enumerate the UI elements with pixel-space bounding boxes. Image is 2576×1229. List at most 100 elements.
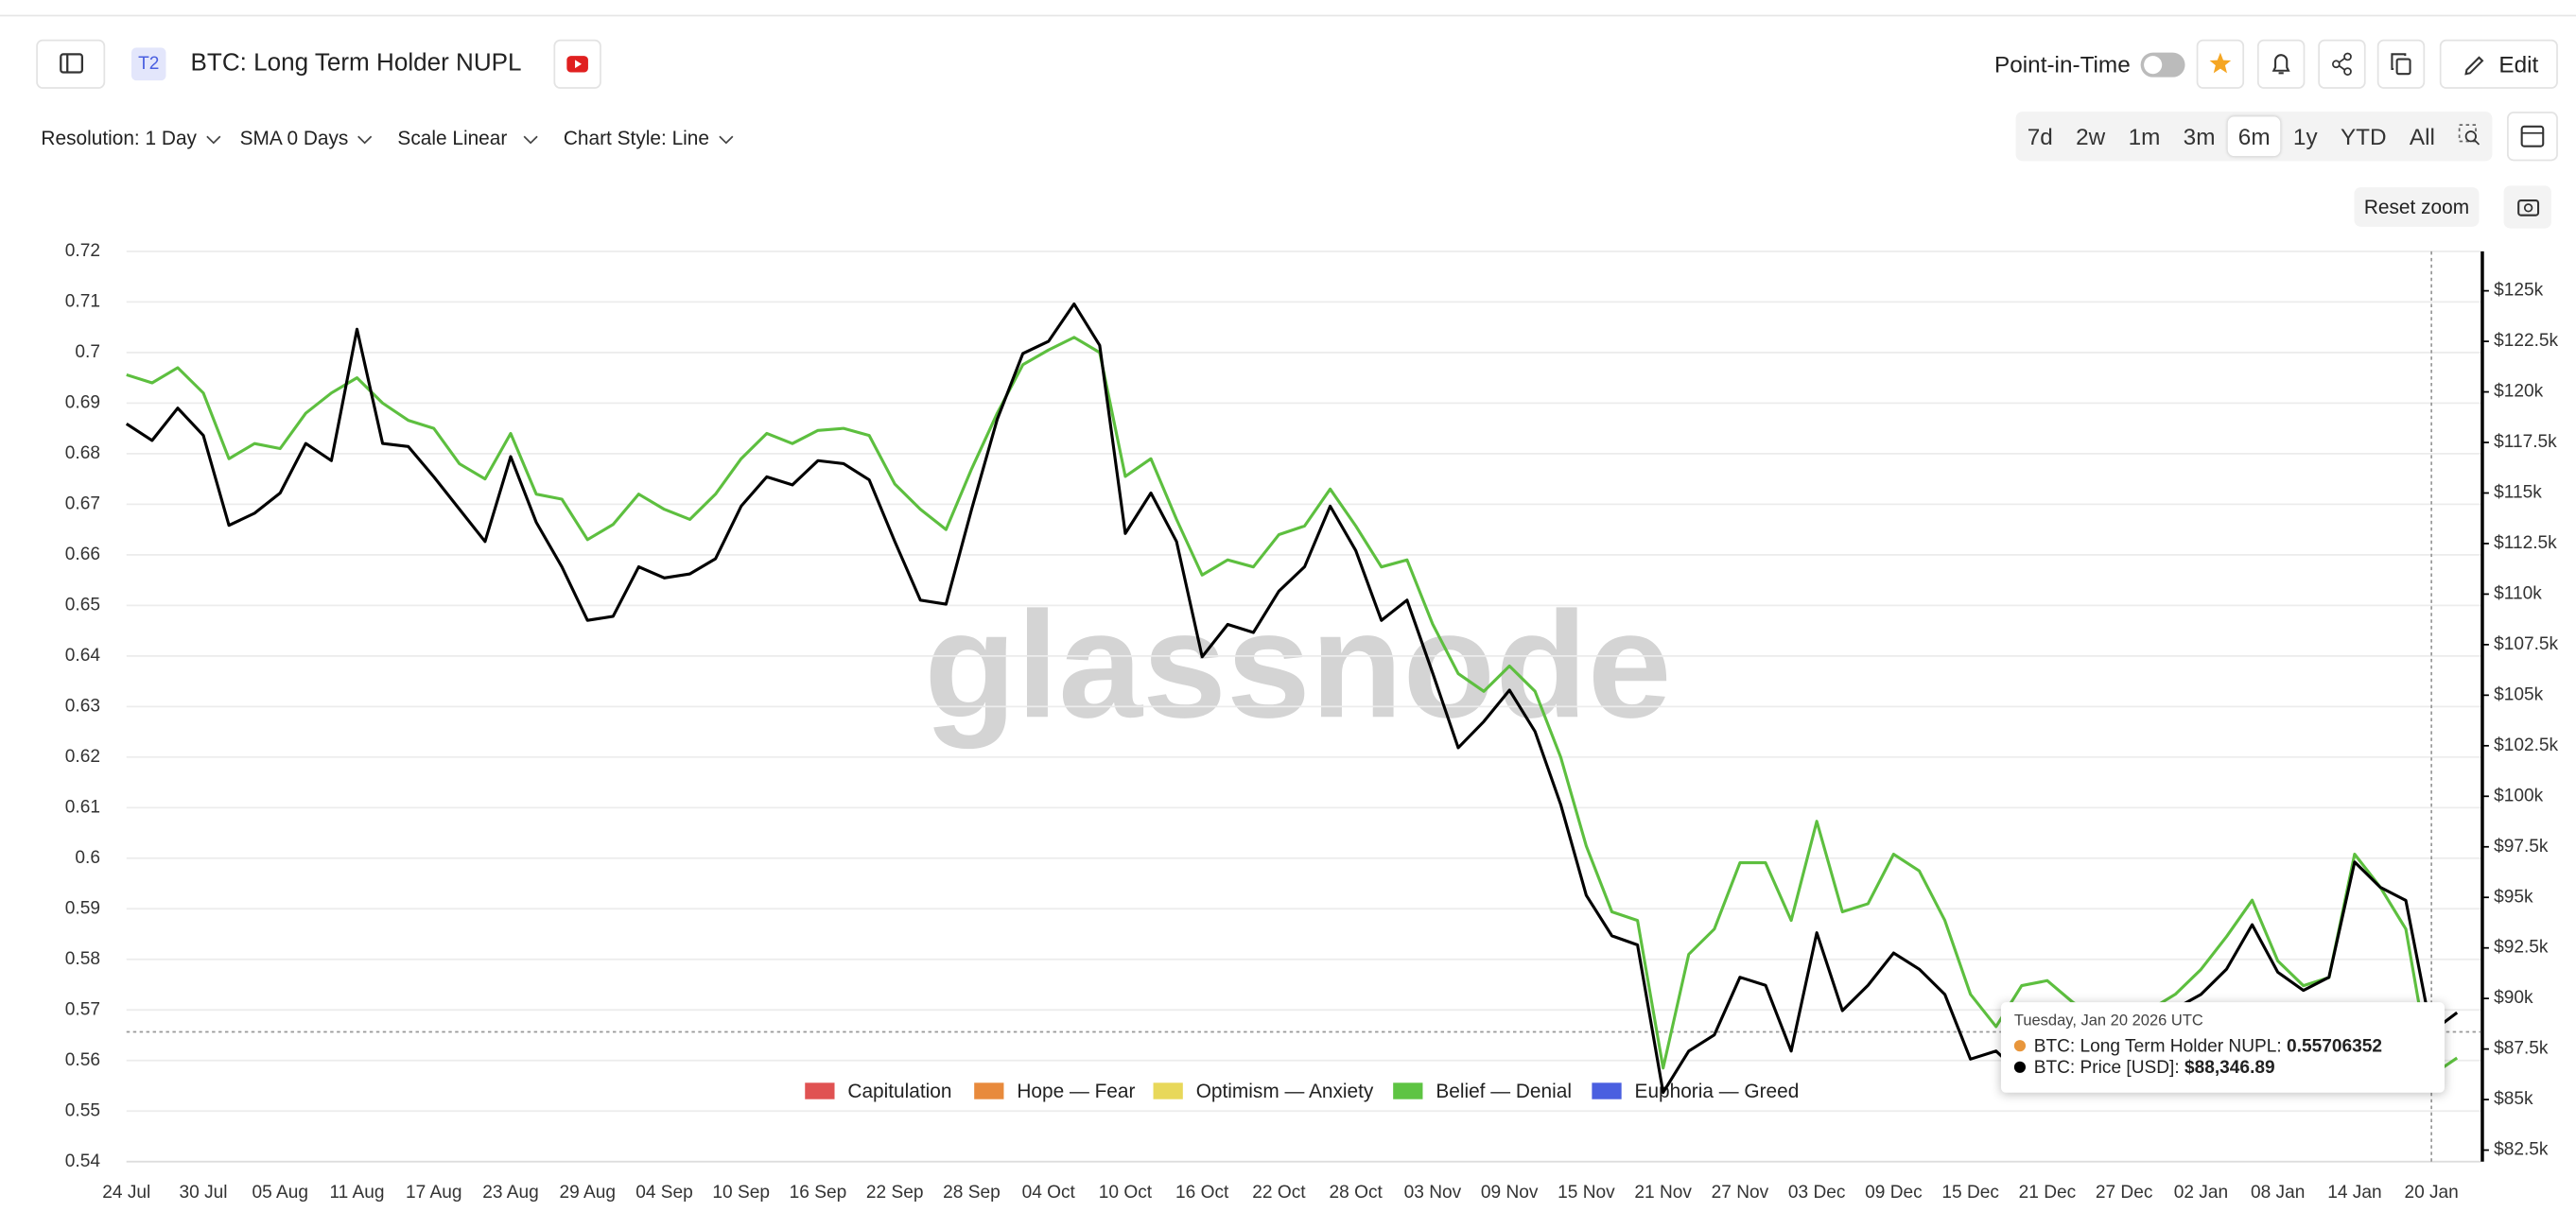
edit-label: Edit (2498, 50, 2539, 78)
range-button[interactable]: 2w (2076, 123, 2106, 150)
x-tick-label: 03 Dec (1788, 1183, 1846, 1203)
y2-tick-label: $100k (2494, 786, 2544, 805)
share-icon (2332, 52, 2352, 76)
y2-tick-label: $117.5k (2494, 432, 2557, 452)
chevron (718, 135, 733, 145)
x-tick-label: 08 Jan (2251, 1183, 2305, 1203)
y2-tick-label: $110k (2494, 583, 2542, 603)
copy-icon (2391, 53, 2411, 76)
y2-tick-label: $112.5k (2494, 533, 2557, 553)
y2-tick-label: $90k (2494, 988, 2533, 1008)
control-label: Resolution: 1 Day (41, 126, 197, 150)
tier-badge: T2 (131, 47, 166, 81)
page-title: BTC: Long Term Holder NUPL (190, 49, 522, 78)
range-button[interactable]: 3m (2183, 123, 2216, 150)
y2-tick-label: $97.5k (2494, 837, 2549, 857)
edit-button[interactable]: Edit (2439, 39, 2558, 89)
x-tick-label: 09 Nov (1481, 1183, 1539, 1203)
legend-label: Optimism — Anxiety (1196, 1081, 1374, 1102)
x-tick-label: 20 Jan (2404, 1183, 2458, 1203)
y2-tick-label: $95k (2494, 887, 2533, 907)
x-tick-label: 24 Jul (102, 1183, 150, 1203)
camera-icon (2517, 199, 2540, 216)
x-tick-label: 15 Dec (1941, 1183, 1999, 1203)
x-tick-label: 04 Oct (1022, 1183, 1076, 1203)
legend-label: Hope — Fear (1017, 1081, 1135, 1102)
duplicate-button[interactable] (2376, 39, 2426, 89)
x-tick-label: 29 Aug (559, 1183, 616, 1203)
sma-control[interactable]: SMA 0 Days (240, 127, 374, 149)
x-tick-label: 27 Dec (2096, 1183, 2153, 1203)
range-button[interactable]: YTD (2340, 123, 2387, 150)
x-tick-label: 16 Sep (790, 1183, 847, 1203)
y-tick-label: 0.72 (65, 241, 100, 261)
x-tick-label: 30 Jul (180, 1183, 228, 1203)
tooltip-dot (2013, 1040, 2027, 1052)
y-tick-label: 0.66 (65, 545, 100, 564)
range-button[interactable]: 7d (2027, 123, 2053, 150)
x-tick-label: 27 Nov (1712, 1183, 1769, 1203)
point-in-time-toggle[interactable] (2140, 52, 2185, 78)
sidebar-toggle[interactable] (36, 39, 106, 89)
legend-swatch (805, 1082, 835, 1099)
legend-label: Belief — Denial (1436, 1081, 1572, 1102)
legend-swatch (1592, 1082, 1622, 1099)
tooltip-label: BTC: Long Term Holder NUPL: (2033, 1036, 2282, 1057)
tooltip-row: BTC: Price [USD]: $88,346.89 (2013, 1058, 2275, 1079)
resolution-control[interactable]: Resolution: 1 Day (41, 127, 221, 149)
x-tick-label: 10 Oct (1099, 1183, 1153, 1203)
tooltip-row: BTC: Long Term Holder NUPL: 0.55706352 (2013, 1036, 2382, 1057)
x-tick-label: 02 Jan (2174, 1183, 2228, 1203)
range-button[interactable]: 1m (2128, 123, 2161, 150)
range-button[interactable]: All (2409, 123, 2435, 150)
reset-zoom-button[interactable]: Reset zoom (2354, 187, 2480, 227)
y-tick-label: 0.61 (65, 797, 100, 817)
point-in-time-label: Point-in-Time (1994, 50, 2131, 78)
y2-tick-label: $85k (2494, 1089, 2533, 1109)
control-label: Chart Style: Line (563, 126, 709, 150)
x-tick-label: 22 Sep (866, 1183, 924, 1203)
y-tick-label: 0.64 (65, 646, 101, 666)
x-tick-label: 10 Sep (712, 1183, 770, 1203)
tooltip-date: Tuesday, Jan 20 2026 UTC (2013, 1012, 2203, 1030)
range-button[interactable]: 1y (2292, 123, 2318, 150)
y2-tick-label: $102.5k (2494, 736, 2558, 755)
zoom-select-button[interactable] (2448, 116, 2491, 157)
x-tick-label: 17 Aug (406, 1183, 462, 1203)
scale-control[interactable]: Scale Linear (397, 127, 538, 149)
y-tick-label: 0.59 (65, 898, 100, 918)
x-tick-label: 28 Sep (943, 1183, 1001, 1203)
y-tick-label: 0.54 (65, 1151, 101, 1171)
chart-style-control[interactable]: Chart Style: Line (564, 127, 734, 149)
pencil-icon (2464, 56, 2484, 76)
x-tick-label: 11 Aug (329, 1183, 384, 1203)
x-tick-label: 23 Aug (482, 1183, 539, 1203)
legend-label: Capitulation (847, 1081, 951, 1102)
x-tick-label: 03 Nov (1404, 1183, 1462, 1203)
y2-tick-label: $92.5k (2494, 938, 2549, 958)
top-border (0, 14, 2576, 17)
x-tick-label: 09 Dec (1865, 1183, 1923, 1203)
chevron (357, 135, 373, 145)
screenshot-button[interactable] (2503, 185, 2551, 229)
legend-swatch (1153, 1082, 1183, 1099)
y-tick-label: 0.58 (65, 949, 100, 969)
x-tick-label: 28 Oct (1330, 1183, 1384, 1203)
chevron (205, 135, 220, 145)
range-button[interactable]: 6m (2228, 116, 2281, 157)
y2-tick-label: $107.5k (2494, 634, 2558, 654)
calendar-button[interactable] (2507, 112, 2558, 162)
x-tick-label: 05 Aug (252, 1183, 309, 1203)
legend-label: Euphoria — Greed (1635, 1081, 1800, 1102)
favorite-button[interactable] (2196, 39, 2245, 89)
control-label: SMA 0 Days (239, 126, 349, 150)
y2-tick-label: $87.5k (2494, 1039, 2549, 1059)
x-tick-label: 14 Jan (2327, 1183, 2381, 1203)
video-button[interactable] (553, 39, 601, 89)
x-tick-label: 04 Sep (635, 1183, 693, 1203)
alert-button[interactable] (2256, 39, 2306, 89)
tooltip-value: $88,346.89 (2184, 1058, 2275, 1079)
y2-tick-label: $105k (2494, 684, 2544, 704)
share-button[interactable] (2318, 39, 2366, 89)
